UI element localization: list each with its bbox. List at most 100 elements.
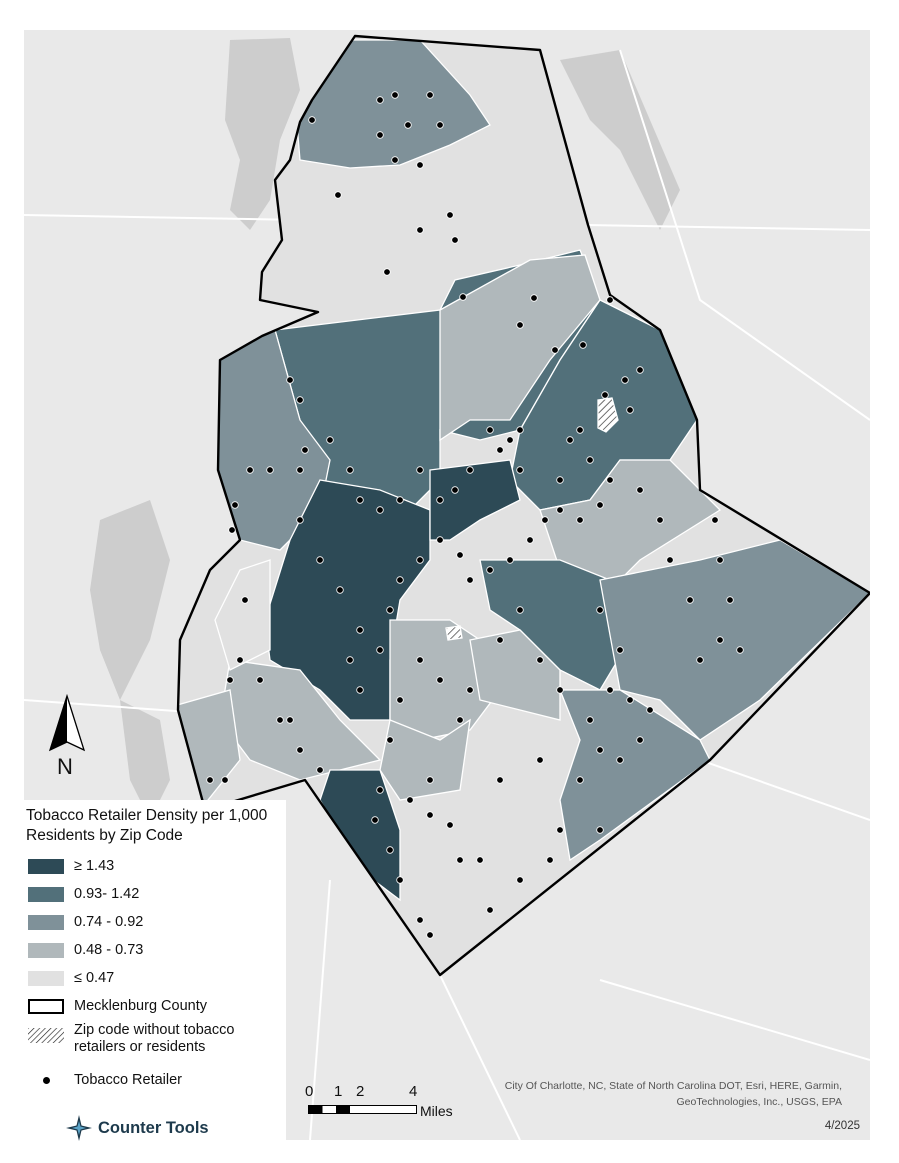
retailer-point bbox=[416, 226, 424, 234]
retailer-point bbox=[596, 501, 604, 509]
retailer-point bbox=[226, 676, 234, 684]
retailer-point bbox=[296, 466, 304, 474]
retailer-point bbox=[296, 396, 304, 404]
legend-swatch-hatch bbox=[28, 1028, 64, 1043]
retailer-point bbox=[436, 496, 444, 504]
legend-swatch bbox=[28, 886, 64, 902]
legend-swatch bbox=[28, 942, 64, 958]
retailer-point bbox=[646, 706, 654, 714]
retailer-point bbox=[308, 116, 316, 124]
retailer-point bbox=[286, 716, 294, 724]
retailer-point bbox=[626, 696, 634, 704]
retailer-point bbox=[383, 268, 391, 276]
legend-item: 0.93- 1.42 bbox=[28, 884, 139, 904]
retailer-point bbox=[486, 426, 494, 434]
retailer-point bbox=[326, 436, 334, 444]
retailer-point bbox=[416, 656, 424, 664]
retailer-point bbox=[236, 656, 244, 664]
legend-item: 0.74 - 0.92 bbox=[28, 912, 143, 932]
legend-swatch bbox=[28, 914, 64, 930]
retailer-point bbox=[376, 96, 384, 104]
retailer-point bbox=[551, 346, 559, 354]
retailer-point bbox=[286, 376, 294, 384]
retailer-point bbox=[371, 816, 379, 824]
retailer-point bbox=[446, 211, 454, 219]
retailer-point bbox=[541, 516, 549, 524]
retailer-point bbox=[556, 826, 564, 834]
retailer-point bbox=[556, 476, 564, 484]
retailer-point bbox=[396, 576, 404, 584]
retailer-point bbox=[496, 636, 504, 644]
retailer-point bbox=[376, 131, 384, 139]
retailer-point bbox=[586, 456, 594, 464]
legend-label: Zip code without tobacco retailers or re… bbox=[74, 1022, 235, 1055]
retailer-point bbox=[356, 496, 364, 504]
retailer-point bbox=[716, 636, 724, 644]
retailer-point bbox=[516, 466, 524, 474]
retailer-points bbox=[206, 91, 744, 939]
retailer-point bbox=[386, 846, 394, 854]
zip-zone-no-retailers bbox=[445, 625, 463, 641]
legend-swatch-retailer bbox=[28, 1073, 64, 1088]
retailer-point bbox=[406, 796, 414, 804]
scale-tick: 4 bbox=[409, 1083, 418, 1100]
retailer-point bbox=[391, 156, 399, 164]
retailer-point bbox=[686, 596, 694, 604]
zip-zone bbox=[289, 39, 491, 169]
retailer-point bbox=[396, 696, 404, 704]
retailer-point bbox=[426, 931, 434, 939]
retailer-point bbox=[596, 606, 604, 614]
retailer-point bbox=[386, 736, 394, 744]
legend-title: Tobacco Retailer Density per 1,000 Resid… bbox=[26, 807, 268, 844]
retailer-point bbox=[576, 516, 584, 524]
retailer-point bbox=[636, 366, 644, 374]
retailer-point bbox=[356, 626, 364, 634]
retailer-point bbox=[301, 446, 309, 454]
retailer-point bbox=[626, 406, 634, 414]
retailer-point bbox=[616, 646, 624, 654]
legend-label: ≤ 0.47 bbox=[74, 969, 115, 986]
retailer-point bbox=[516, 426, 524, 434]
scale-tick: 1 bbox=[334, 1083, 343, 1100]
retailer-point bbox=[376, 646, 384, 654]
legend-item-county: Mecklenburg County bbox=[28, 996, 207, 1016]
retailer-point bbox=[334, 191, 342, 199]
retailer-point bbox=[316, 766, 324, 774]
retailer-point bbox=[456, 551, 464, 559]
county-boundary bbox=[176, 34, 870, 977]
zip-zone bbox=[469, 629, 561, 721]
retailer-point bbox=[376, 506, 384, 514]
retailer-point bbox=[459, 293, 467, 301]
retailer-point bbox=[666, 556, 674, 564]
retailer-point bbox=[601, 391, 609, 399]
retailer-point bbox=[386, 606, 394, 614]
zip-zone bbox=[559, 689, 711, 862]
retailer-point bbox=[446, 821, 454, 829]
legend-label: Mecklenburg County bbox=[74, 997, 207, 1014]
zip-zone bbox=[214, 559, 271, 671]
retailer-point bbox=[586, 716, 594, 724]
retailer-point bbox=[736, 646, 744, 654]
retailer-point bbox=[596, 826, 604, 834]
retailer-point bbox=[376, 786, 384, 794]
retailer-point bbox=[506, 436, 514, 444]
legend-swatch bbox=[28, 970, 64, 986]
retailer-point bbox=[456, 716, 464, 724]
retailer-point bbox=[396, 876, 404, 884]
legend-label: ≥ 1.43 bbox=[74, 857, 115, 874]
retailer-point bbox=[436, 121, 444, 129]
retailer-point bbox=[404, 121, 412, 129]
retailer-point bbox=[606, 296, 614, 304]
north-arrow: N bbox=[44, 693, 90, 780]
legend-label: 0.74 - 0.92 bbox=[74, 913, 144, 930]
retailer-point bbox=[516, 606, 524, 614]
retailer-point bbox=[256, 676, 264, 684]
retailer-point bbox=[246, 466, 254, 474]
retailer-point bbox=[606, 476, 614, 484]
scale-unit: Miles bbox=[420, 1103, 453, 1119]
retailer-point bbox=[536, 756, 544, 764]
retailer-point bbox=[496, 446, 504, 454]
retailer-point bbox=[231, 501, 239, 509]
scale-bar-graphic bbox=[308, 1105, 417, 1114]
legend-item-retailer: Tobacco Retailer bbox=[28, 1070, 182, 1090]
